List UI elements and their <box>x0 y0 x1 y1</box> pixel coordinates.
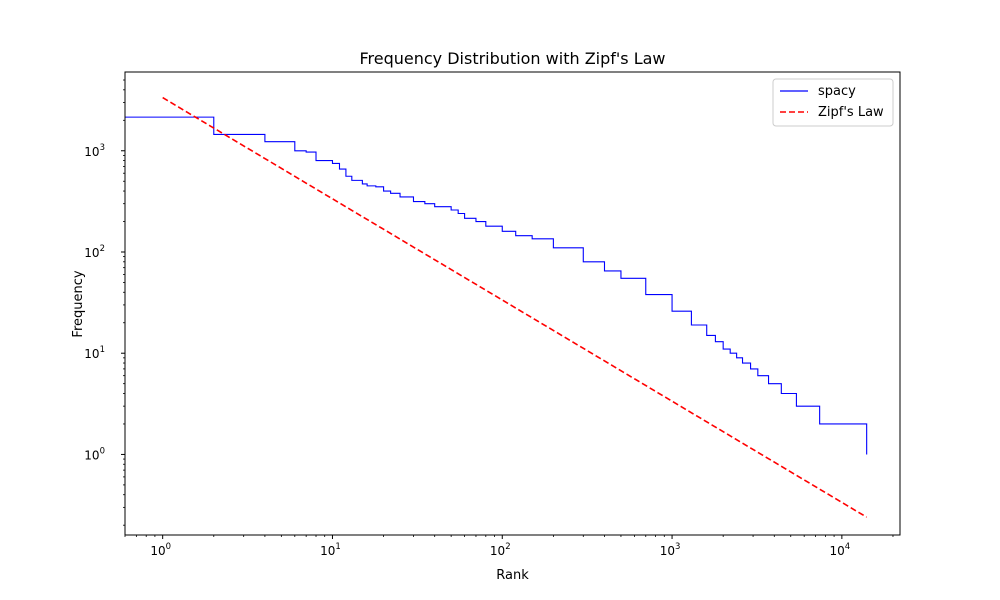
x-tick-label: 101 <box>320 542 341 558</box>
series-line-spacy <box>125 116 868 455</box>
y-axis-label: Frequency <box>71 270 86 337</box>
y-tick-label: 101 <box>84 345 105 361</box>
series-line-zipf <box>162 96 868 518</box>
series-layer <box>125 96 868 518</box>
plot-frame <box>124 71 901 536</box>
legend-label-spacy: spacy <box>818 84 856 99</box>
y-tick-label: 100 <box>84 446 105 462</box>
y-tick-label: 102 <box>84 244 105 260</box>
chart-title: Frequency Distribution with Zipf's Law <box>359 49 665 68</box>
x-axis-label: Rank <box>496 568 529 583</box>
x-tick-label: 102 <box>490 542 511 558</box>
legend-label-zipf: Zipf's Law <box>818 105 884 120</box>
legend: spacy Zipf's Law <box>772 78 894 127</box>
x-tick-label: 100 <box>150 542 171 558</box>
x-tick-label: 103 <box>660 542 681 558</box>
y-tick-label: 103 <box>84 143 105 159</box>
x-tick-label: 104 <box>830 542 851 558</box>
